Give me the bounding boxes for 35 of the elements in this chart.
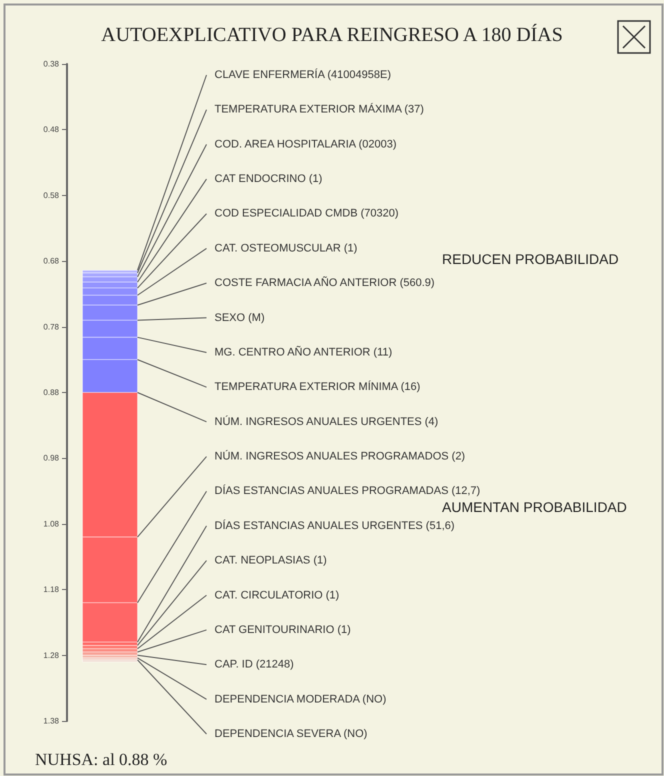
- y-tick-label: 1.08: [43, 519, 60, 528]
- text: SEXO (M): [214, 312, 265, 324]
- text: DÍAS ESTANCIAS ANUALES URGENTES (51,6): [214, 518, 455, 532]
- text: CAT ENDOCRINO (1): [214, 173, 322, 186]
- y-tick-label: 0.48: [43, 125, 60, 134]
- text: NUHSA: al 0.88 %: [35, 750, 168, 769]
- text: MG. CENTRO AÑO ANTERIOR (11): [214, 345, 392, 358]
- y-tick-label: 1.38: [43, 716, 60, 726]
- text: COD. AREA HOSPITALARIA (02003): [214, 138, 396, 150]
- text: CAP. ID (21248): [214, 658, 294, 671]
- text: COD ESPECIALIDAD CMDB (70320): [214, 208, 398, 220]
- text: NÚM. INGRESOS ANUALES URGENTES (4): [214, 414, 438, 428]
- text: AUTOEXPLICATIVO PARA REINGRESO A 180 DÍAS: [101, 23, 563, 46]
- text: CAT. OSTEOMUSCULAR (1): [214, 242, 358, 254]
- text: CAT. NEOPLASIAS (1): [214, 554, 327, 567]
- text: COSTE FARMACIA AÑO ANTERIOR (560.9): [214, 276, 435, 290]
- text: AUMENTAN PROBABILIDAD: [442, 499, 627, 515]
- text: TEMPERATURA EXTERIOR MÍNIMA (16): [214, 380, 420, 394]
- text: DEPENDENCIA MODERADA (NO): [214, 693, 386, 706]
- text: NÚM. INGRESOS ANUALES PROGRAMADOS (2): [214, 450, 466, 463]
- text: CAT. CIRCULATORIO (1): [214, 589, 340, 602]
- y-tick-label: 0.88: [43, 388, 60, 397]
- y-tick-label: 0.68: [43, 256, 60, 266]
- y-tick-label: 0.78: [43, 322, 60, 332]
- y-tick-label: 0.58: [43, 190, 60, 200]
- text: DÍAS ESTANCIAS ANUALES PROGRAMADAS (12,7): [214, 484, 480, 498]
- text: TEMPERATURA EXTERIOR MÁXIMA (37): [214, 102, 424, 116]
- y-tick-label: 0.38: [43, 60, 60, 68]
- y-tick-label: 1.28: [43, 650, 60, 660]
- y-tick-label: 1.18: [43, 585, 60, 594]
- text: DEPENDENCIA SEVERA (NO): [214, 728, 368, 740]
- text: REDUCEN PROBABILIDAD: [442, 251, 619, 267]
- text: CLAVE ENFERMERÍA (41004958E): [214, 68, 391, 81]
- y-tick-label: 0.98: [43, 454, 60, 463]
- text: CAT GENITOURINARIO (1): [214, 624, 351, 636]
